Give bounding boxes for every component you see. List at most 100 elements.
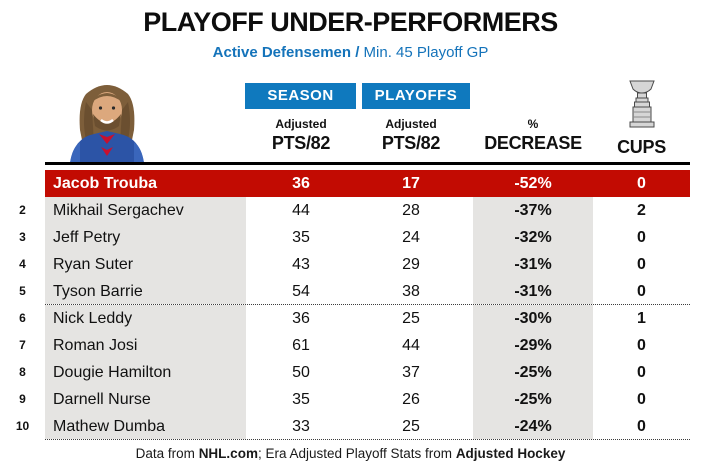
row-band: Tyson Barrie 54 38 -31% 0 — [45, 278, 690, 305]
spacer-cell — [466, 170, 473, 197]
row-band: Nick Leddy 36 25 -30% 1 — [45, 305, 690, 332]
cups-cell: 0 — [637, 418, 646, 435]
rank-cell: 10 — [15, 419, 30, 433]
season-pts-cell: 36 — [292, 175, 310, 192]
player-name-cell: Jeff Petry — [45, 224, 246, 251]
playoffs-pts-cell: 25 — [402, 310, 420, 327]
playoffs-pts-cell: 38 — [402, 283, 420, 300]
stanley-cup-icon — [593, 80, 690, 137]
cups-cell: 1 — [637, 310, 646, 327]
decrease-main-label: DECREASE — [484, 133, 582, 153]
stats-table: 1 Jacob Trouba 36 17 -52% 0 2 Mikhail Se… — [0, 170, 690, 440]
player-name-cell: Tyson Barrie — [45, 278, 246, 304]
playoffs-pts-cell: 26 — [402, 391, 420, 408]
cups-cell: 0 — [637, 391, 646, 408]
season-pts-cell: 33 — [292, 418, 310, 435]
table-row: 10 Mathew Dumba 33 25 -24% 0 — [0, 413, 690, 440]
cups-cell: 0 — [637, 337, 646, 354]
playoffs-pts-cell: 29 — [402, 256, 420, 273]
cups-main-label: CUPS — [617, 137, 666, 157]
decrease-cell: -31% — [473, 251, 593, 278]
column-header-cups: CUPS — [593, 136, 690, 158]
footer-source-adjusted-hockey: Adjusted Hockey — [455, 446, 566, 461]
decrease-cell: -29% — [473, 332, 593, 359]
decrease-cell: -30% — [473, 305, 593, 332]
rank-cell: 8 — [19, 365, 26, 379]
spacer-cell — [466, 332, 473, 359]
cups-cell: 0 — [637, 364, 646, 381]
decrease-cell: -25% — [473, 359, 593, 386]
row-band: Roman Josi 61 44 -29% 0 — [45, 332, 690, 359]
season-pts-cell: 54 — [292, 283, 310, 300]
rank-cell: 5 — [19, 284, 26, 298]
footer-part2: ; Era Adjusted Playoff Stats from — [257, 446, 456, 461]
player-name-cell: Mikhail Sergachev — [45, 197, 246, 224]
footer-part1: Data from — [135, 446, 199, 461]
player-name-cell: Ryan Suter — [45, 251, 246, 278]
tab-season[interactable]: SEASON — [245, 83, 356, 109]
spacer-cell — [466, 278, 473, 304]
source-credit: Data from NHL.com; Era Adjusted Playoff … — [0, 446, 701, 461]
tab-playoffs[interactable]: PLAYOFFS — [362, 83, 470, 109]
rank-cell: 9 — [19, 392, 26, 406]
spacer-cell — [466, 359, 473, 386]
playoffs-pts-cell: 44 — [402, 337, 420, 354]
row-band: Mathew Dumba 33 25 -24% 0 — [45, 413, 690, 440]
row-band: Ryan Suter 43 29 -31% 0 — [45, 251, 690, 278]
playoffs-pts-cell: 17 — [402, 175, 420, 192]
decrease-cell: -24% — [473, 413, 593, 439]
player-name-cell: Dougie Hamilton — [45, 359, 246, 386]
rank-cell: 4 — [19, 257, 26, 271]
decrease-cell: -37% — [473, 197, 593, 224]
playoffs-sub-label: Adjusted — [385, 117, 437, 131]
spacer-cell — [466, 305, 473, 332]
table-row: 7 Roman Josi 61 44 -29% 0 — [0, 332, 690, 359]
season-pts-cell: 35 — [292, 391, 310, 408]
rank-cell: 7 — [19, 338, 26, 352]
decrease-cell: -52% — [514, 175, 552, 192]
spacer-cell — [466, 413, 473, 439]
rank-cell: 6 — [19, 311, 26, 325]
cups-cell: 0 — [637, 256, 646, 273]
subtitle-bold: Active Defensemen / — [212, 44, 364, 61]
cups-cell: 0 — [637, 283, 646, 300]
rank-cell: 2 — [19, 203, 26, 217]
row-band: Mikhail Sergachev 44 28 -37% 2 — [45, 197, 690, 224]
page-title: PLAYOFF UNDER-PERFORMERS — [143, 7, 558, 37]
player-name-cell: Jacob Trouba — [53, 175, 158, 192]
table-row: 3 Jeff Petry 35 24 -32% 0 — [0, 224, 690, 251]
season-pts-cell: 36 — [292, 310, 310, 327]
cups-cell: 0 — [637, 175, 646, 192]
player-name-cell: Mathew Dumba — [45, 413, 246, 439]
table-row: 8 Dougie Hamilton 50 37 -25% 0 — [0, 359, 690, 386]
decrease-cell: -32% — [473, 224, 593, 251]
season-pts-cell: 43 — [292, 256, 310, 273]
row-band: Jeff Petry 35 24 -32% 0 — [45, 224, 690, 251]
rank-cell: 3 — [19, 230, 26, 244]
subtitle: Active Defensemen / Min. 45 Playoff GP — [0, 44, 701, 61]
column-header-decrease: % DECREASE — [473, 116, 593, 154]
header-divider-rule — [45, 162, 690, 165]
season-pts-cell: 35 — [292, 229, 310, 246]
rank-cell: 1 — [19, 176, 26, 190]
row-band: Dougie Hamilton 50 37 -25% 0 — [45, 359, 690, 386]
row-band: Jacob Trouba 36 17 -52% 0 — [45, 170, 690, 197]
column-header-season: Adjusted PTS/82 — [246, 116, 356, 154]
spacer-cell — [466, 197, 473, 224]
season-pts-cell: 50 — [292, 364, 310, 381]
decrease-sub-label: % — [527, 117, 539, 131]
table-row: 2 Mikhail Sergachev 44 28 -37% 2 — [0, 197, 690, 224]
footer-source-nhl: NHL.com — [198, 446, 258, 461]
column-header-playoffs: Adjusted PTS/82 — [356, 116, 466, 154]
table-row: 5 Tyson Barrie 54 38 -31% 0 — [0, 278, 690, 305]
season-pts-cell: 44 — [292, 202, 310, 219]
table-row: 9 Darnell Nurse 35 26 -25% 0 — [0, 386, 690, 413]
row-band: Darnell Nurse 35 26 -25% 0 — [45, 386, 690, 413]
playoffs-pts-cell: 25 — [402, 418, 420, 435]
table-row: 1 Jacob Trouba 36 17 -52% 0 — [0, 170, 690, 197]
player-headshot-icon — [46, 74, 168, 163]
spacer-cell — [466, 251, 473, 278]
playoffs-pts-cell: 28 — [402, 202, 420, 219]
playoffs-pts-cell: 24 — [402, 229, 420, 246]
